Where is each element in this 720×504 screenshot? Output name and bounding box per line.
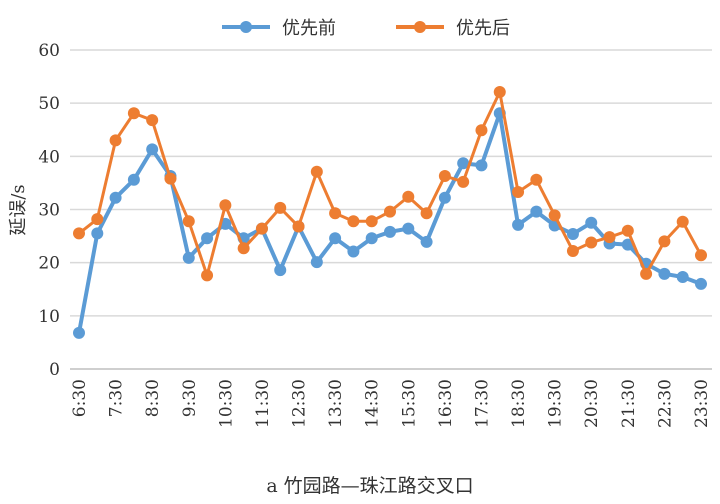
data-point [695,249,707,262]
y-axis-ticks: 0 10 20 30 40 50 60 [38,41,60,380]
chart-caption: a 竹园路—珠江路交叉口 [266,475,473,497]
data-point [109,191,122,204]
series-group [73,86,707,339]
legend-marker-before [240,21,252,33]
data-point [402,222,415,235]
y-tick-label: 30 [38,201,60,221]
data-point [438,170,451,183]
data-point [91,213,104,226]
data-point [146,143,159,156]
x-tick-label: 7:30 [107,379,127,417]
data-point [420,207,433,220]
data-point [512,218,525,231]
data-point [219,199,232,212]
data-point [91,227,104,240]
x-tick-label: 11:30 [253,379,273,428]
data-point [384,225,396,238]
data-point [347,215,360,228]
x-tick-label: 16:30 [436,379,456,428]
data-point [146,114,159,127]
data-point [127,173,140,186]
x-tick-label: 15:30 [399,379,419,428]
data-point [530,205,543,218]
x-tick-label: 12:30 [290,379,310,428]
data-point [530,173,543,186]
y-axis-label: 延误/s [8,184,29,235]
data-point [201,269,214,282]
data-point [127,107,140,120]
data-point [420,235,433,248]
data-point [365,215,378,228]
legend-marker-after [414,21,426,33]
data-point [603,231,616,244]
series-after [73,86,707,282]
data-point [566,244,579,257]
legend: 优先前 优先后 [222,18,510,39]
x-tick-label: 20:30 [582,379,602,428]
data-point [457,175,470,188]
data-point [182,251,195,264]
series-line [77,111,702,334]
data-point [438,191,451,204]
legend-label-before: 优先前 [282,18,336,39]
data-point [658,235,671,248]
data-point [255,222,268,235]
data-point [310,165,323,178]
data-point [640,267,653,280]
data-point [621,224,634,237]
data-point [512,185,525,198]
y-tick-label: 0 [49,360,60,380]
x-axis-ticks: 6:30 7:30 8:30 9:30 10:30 11:30 12:30 13:30 14:3… [70,379,712,428]
y-tick-label: 50 [38,94,60,114]
data-point [566,227,579,240]
y-tick-label: 40 [38,147,60,167]
x-tick-label: 13:30 [326,379,346,428]
y-tick-label: 20 [38,254,60,274]
x-tick-label: 6:30 [70,379,90,417]
y-tick-label: 10 [38,307,60,327]
x-tick-label: 21:30 [619,379,639,428]
x-tick-label: 19:30 [546,379,566,428]
legend-label-after: 优先后 [456,18,510,39]
y-tick-label: 60 [38,41,60,61]
series-before [73,107,707,339]
data-point [676,271,689,284]
x-tick-label: 17:30 [472,379,492,428]
x-tick-label: 22:30 [655,379,675,428]
data-point [237,242,250,255]
data-point [329,207,342,220]
data-point [493,86,506,99]
data-point [475,159,488,172]
data-point [585,236,598,249]
data-point [310,256,323,269]
data-point [365,232,378,245]
data-point [585,216,598,229]
data-point [475,124,488,137]
data-point [548,209,561,222]
data-point [164,172,177,185]
data-point [73,326,85,339]
x-tick-label: 23:30 [692,379,712,428]
data-point [201,232,214,245]
data-point [274,201,287,214]
x-tick-label: 8:30 [143,379,163,417]
data-point [457,157,470,170]
x-tick-label: 18:30 [509,379,529,428]
x-tick-label: 14:30 [363,379,383,428]
data-point [73,227,85,240]
data-point [292,220,305,233]
data-point [676,215,689,228]
data-point [329,232,342,245]
data-point [658,267,671,280]
x-tick-label: 9:30 [180,379,200,417]
x-tick-label: 10:30 [216,379,236,428]
data-point [402,190,415,203]
data-point [384,205,396,218]
data-point [274,264,287,277]
data-point [347,245,360,258]
data-point [695,277,707,290]
data-point [109,134,122,147]
data-point [182,215,195,228]
